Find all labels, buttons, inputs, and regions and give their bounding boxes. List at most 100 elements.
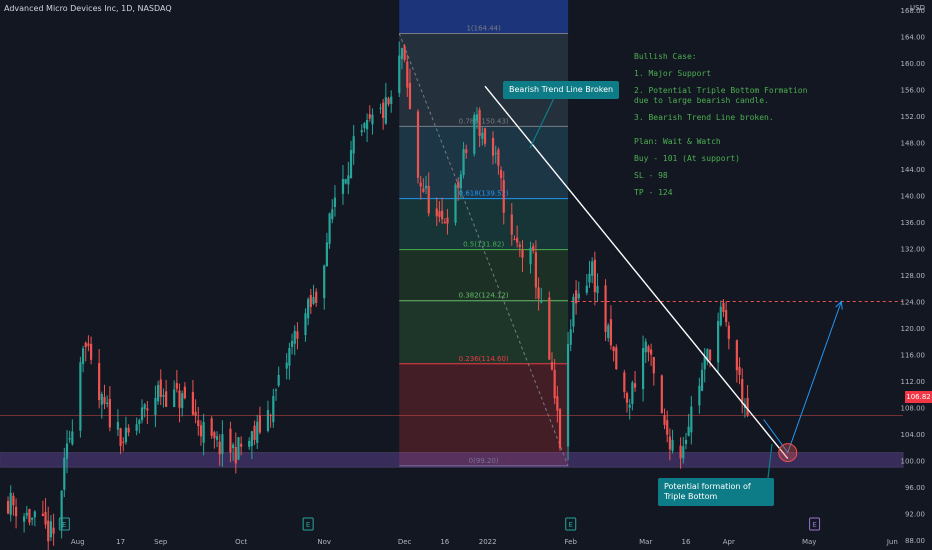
- candle-body: [540, 300, 543, 303]
- candle-body: [253, 425, 256, 440]
- candle-body: [438, 211, 441, 217]
- candle-body: [483, 128, 487, 144]
- candle-body: [534, 252, 538, 288]
- candle-body: [690, 406, 693, 433]
- callout-pointer: [529, 95, 556, 149]
- earnings-marker[interactable]: [302, 517, 314, 531]
- candle-body: [443, 221, 446, 224]
- projection-path[interactable]: [763, 301, 842, 454]
- candle-body: [593, 259, 596, 293]
- time-axis[interactable]: Aug 17 Sep Oct Nov Dec 16 2022 Feb Mar 16 Apr May Jun…: [58, 517, 898, 546]
- candle-body: [577, 293, 580, 299]
- time-tick-label: Oct: [235, 538, 247, 546]
- symbol-title[interactable]: Advanced Micro Devices Inc, 1D, NASDAQ: [4, 4, 172, 13]
- candle-body: [537, 287, 540, 299]
- note-sl: SL - 98: [634, 171, 668, 180]
- candle-body: [47, 520, 50, 542]
- triple-bottom-marker[interactable]: [778, 443, 798, 463]
- candle-body: [41, 513, 44, 517]
- candle-body: [256, 421, 259, 443]
- note-line: 3. Bearish Trend Line broken.: [634, 113, 774, 122]
- price-tick-label: 160.00: [901, 60, 926, 68]
- price-tick-label: 132.00: [901, 245, 926, 253]
- price-axis[interactable]: 168.00 164.00 160.00 156.00 152.00 148.00 144.…: [901, 4, 926, 545]
- candle-body: [240, 443, 243, 447]
- price-tick-label: 156.00: [901, 86, 926, 94]
- candle-body: [194, 411, 197, 417]
- time-tick-label: 2022: [479, 538, 497, 546]
- candle-body: [607, 325, 610, 338]
- trendline-callout[interactable]: Bearish Trend Line Broken: [503, 81, 620, 99]
- candle-body: [103, 396, 106, 404]
- candle-body: [384, 97, 387, 124]
- candle-body: [232, 444, 235, 449]
- fibonacci-retracement[interactable]: 1(164.44) 0.786(150.43) 0.618(139.52) 0.5(1…: [398, 0, 569, 467]
- price-tick-label: 124.00: [901, 299, 926, 307]
- trade-plan-notes[interactable]: Bullish Case: 1. Major Support 2. Potent…: [634, 52, 824, 205]
- candle-body: [333, 197, 337, 208]
- candle-body: [156, 384, 160, 402]
- price-tick-label: 168.00: [901, 7, 926, 15]
- candle-body: [408, 82, 412, 110]
- note-line: 1. Major Support: [634, 69, 712, 78]
- candle-body: [741, 378, 744, 404]
- candle-body: [9, 492, 12, 515]
- candle-body: [725, 310, 728, 323]
- candle-body: [181, 393, 184, 409]
- fib-level-label: 0.5(131.82): [463, 241, 504, 249]
- price-tick-label: 112.00: [901, 378, 926, 386]
- candle-body: [529, 247, 532, 265]
- fib-band: [399, 198, 569, 250]
- candle-body: [625, 393, 629, 403]
- candle-body: [679, 445, 682, 459]
- candle-body: [341, 179, 345, 194]
- candle-body: [406, 61, 409, 88]
- candle-body: [14, 506, 18, 517]
- candle-body: [122, 441, 125, 443]
- earnings-marker-label: E: [306, 521, 310, 529]
- candle-body: [684, 439, 688, 445]
- candle-body: [457, 181, 460, 188]
- candle-body: [652, 356, 655, 374]
- candle-body: [588, 273, 591, 283]
- candle-body: [146, 408, 149, 411]
- currency-label: USD: [910, 4, 925, 12]
- candle-body: [307, 299, 310, 319]
- time-tick-label: Apr: [723, 538, 735, 546]
- candle-body: [154, 397, 157, 415]
- candle-body: [650, 349, 653, 355]
- fib-trend-line: [398, 33, 569, 467]
- candle-body: [462, 149, 465, 175]
- candle-body: [178, 390, 181, 408]
- price-tick-label: 152.00: [901, 113, 926, 121]
- candle-body: [473, 115, 476, 154]
- earnings-marker[interactable]: [58, 517, 70, 531]
- earnings-marker[interactable]: [565, 517, 577, 531]
- price-tick-label: 96.00: [905, 484, 925, 492]
- candle-body: [746, 397, 749, 416]
- fib-band: [399, 126, 569, 199]
- candle-body: [609, 319, 613, 346]
- drawings-layer[interactable]: [0, 85, 903, 479]
- candle-body: [722, 302, 725, 313]
- time-tick-label: 17: [116, 538, 125, 546]
- candle-body: [100, 394, 103, 405]
- candle-body: [274, 389, 278, 391]
- candle-body: [119, 428, 122, 446]
- triple-bottom-callout[interactable]: Potential formation of Triple Bottom: [658, 478, 774, 506]
- bearish-trend-line[interactable]: [484, 85, 789, 459]
- candle-body: [516, 237, 519, 243]
- fib-band: [399, 300, 569, 364]
- candle-body: [140, 407, 144, 421]
- candle-body: [735, 340, 738, 371]
- candle-body: [98, 363, 101, 401]
- earnings-marker[interactable]: [809, 517, 821, 531]
- candle-body: [234, 446, 237, 464]
- candlestick-series: [6, 41, 749, 550]
- candle-body: [398, 55, 401, 94]
- candle-body: [499, 170, 503, 179]
- candle-body: [717, 321, 720, 363]
- price-tick-label: 100.00: [901, 458, 926, 466]
- note-plan: Plan: Wait & Watch: [634, 137, 721, 146]
